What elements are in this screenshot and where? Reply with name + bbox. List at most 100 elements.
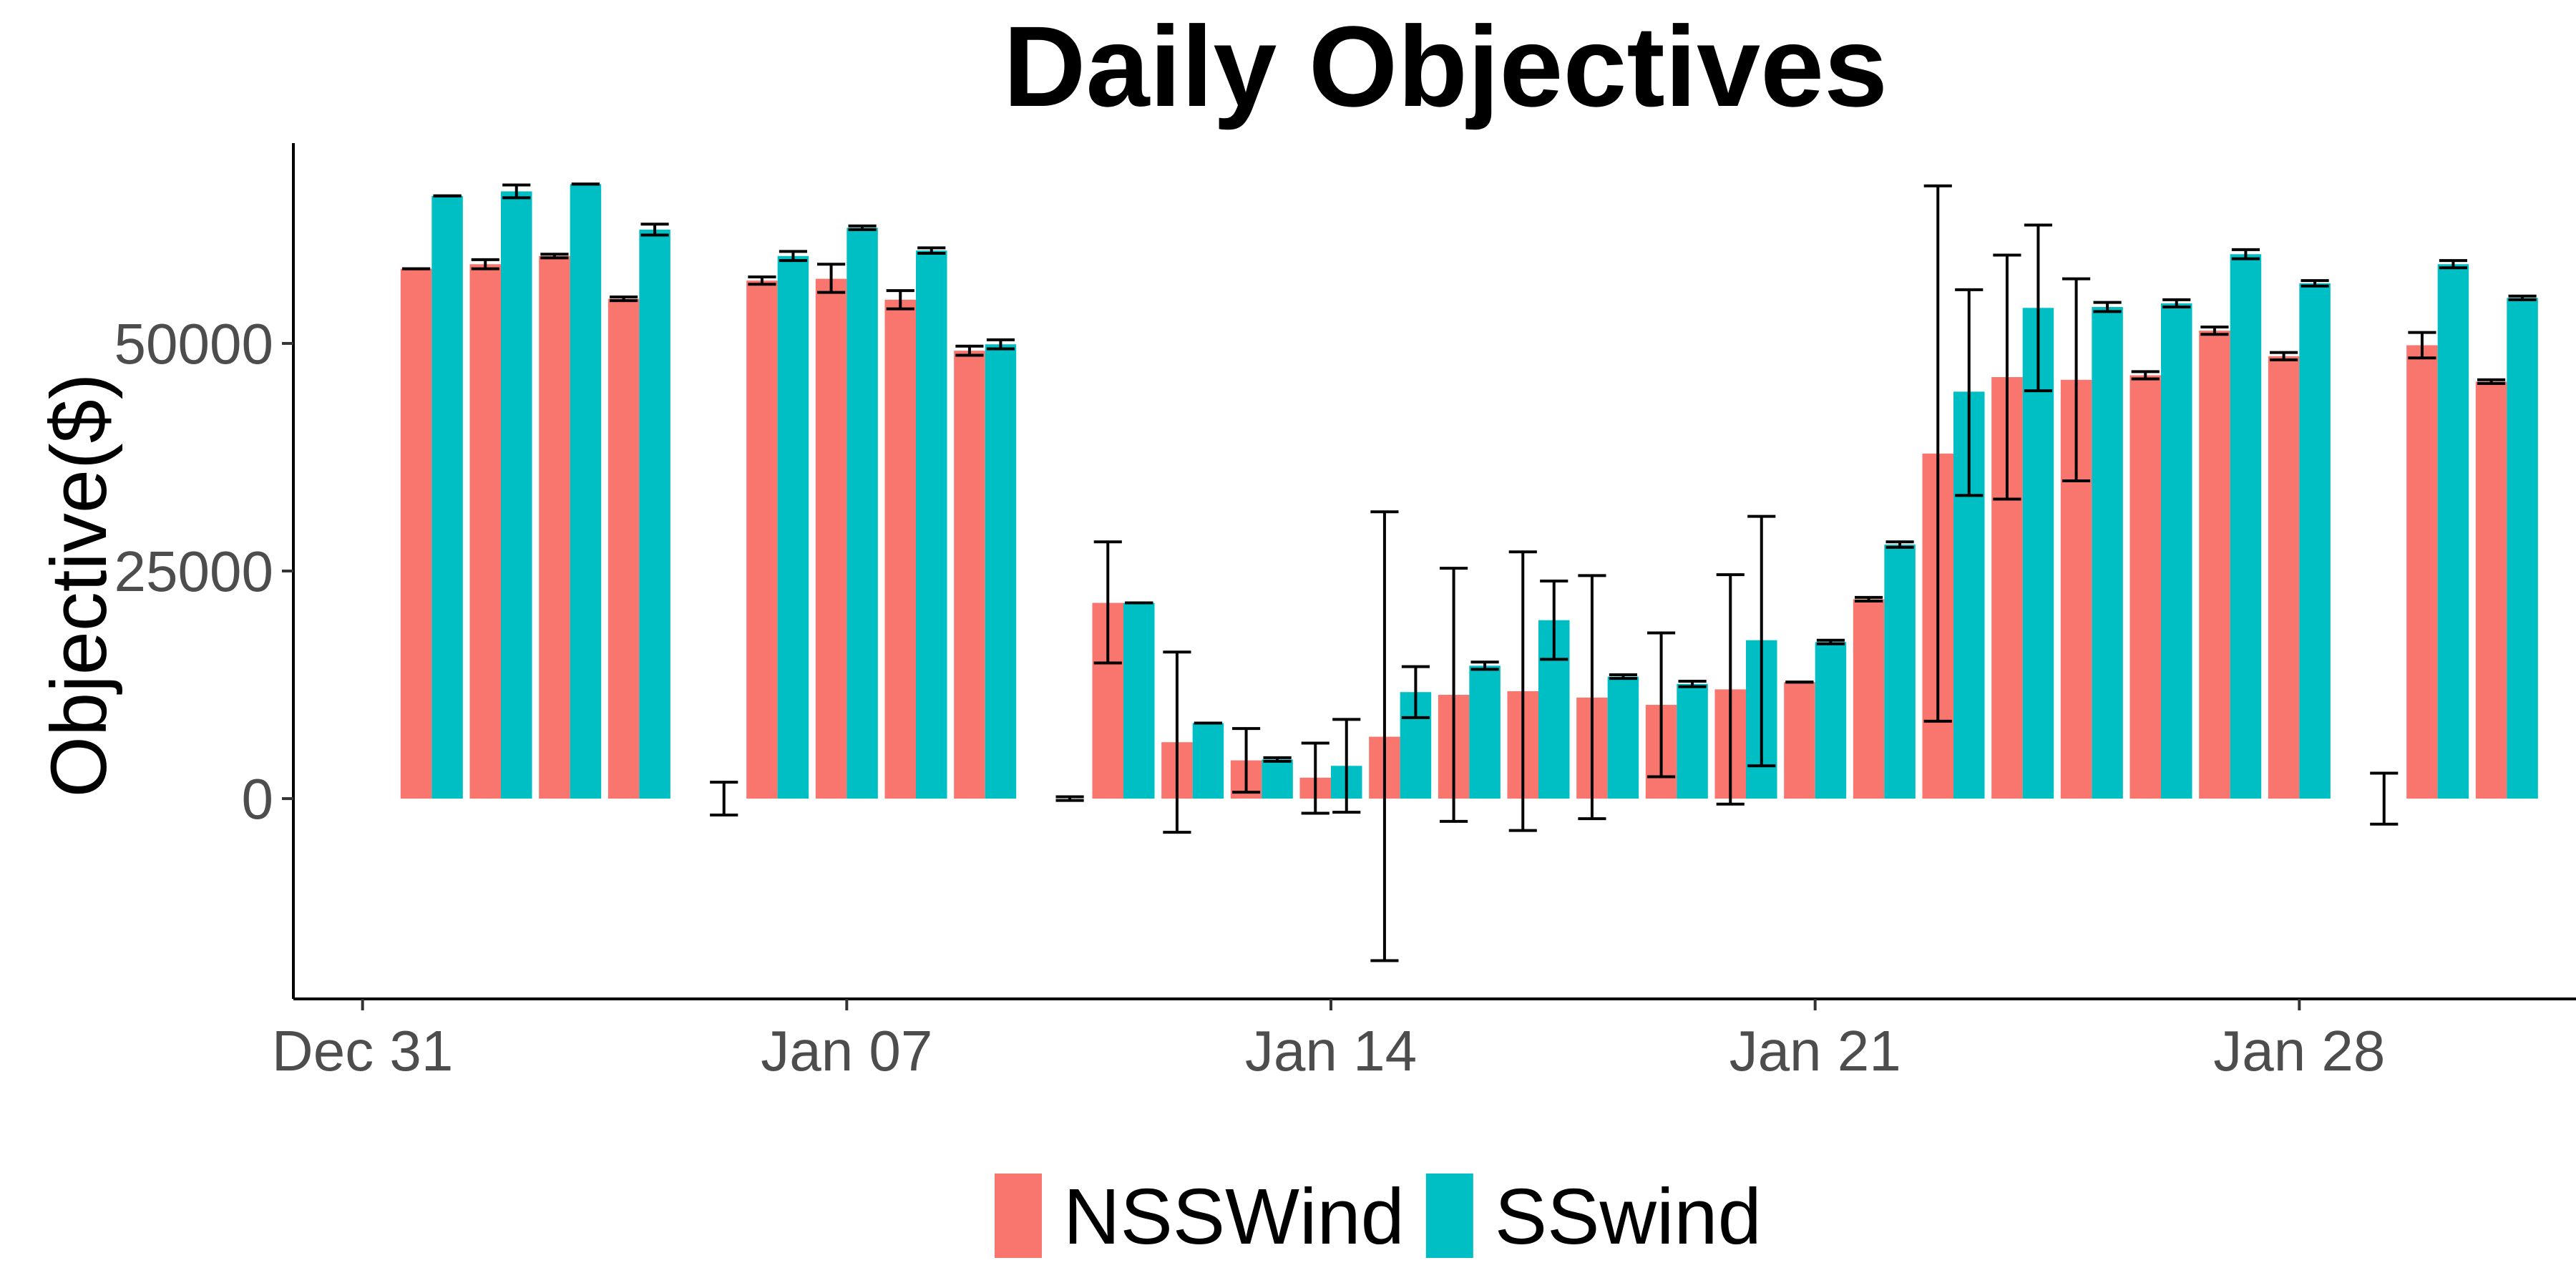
- error-bar-SSwind-2018-01-07: [848, 224, 877, 231]
- plot-area: [400, 182, 2538, 962]
- bar-SSwind-2018-01-25: [2092, 307, 2123, 799]
- bar-SSwind-2018-01-22: [1884, 545, 1916, 799]
- bar-NSSWind-2018-01-27: [2199, 331, 2230, 799]
- error-bar-SSwind-2018-01-06: [779, 250, 807, 263]
- bar-SSwind-2018-01-13: [1262, 759, 1293, 799]
- bar-SSwind-2018-01-08: [916, 250, 947, 799]
- error-bar-NSSWind-2018-01-12: [1163, 650, 1191, 834]
- bar-SSwind-2018-01-03: [570, 184, 602, 799]
- error-bar-NSSWind-2018-01-11: [1093, 540, 1122, 665]
- bar-NSSWind-2018-01-08: [884, 299, 916, 799]
- error-bar-SSwind-2018-01-24: [2024, 223, 2052, 393]
- error-bar-NSSWind-2018-01-17: [1508, 550, 1537, 832]
- error-bar-SSwind-2018-01-02: [502, 183, 531, 200]
- bar-NSSWind-2018-01-21: [1784, 682, 1815, 799]
- error-bar-SSwind-2018-01-16: [1470, 660, 1499, 671]
- error-bar-SSwind-2018-01-04: [640, 223, 669, 237]
- x-tick-label: Jan 28: [2213, 1019, 2385, 1083]
- error-bar-SSwind-2018-01-22: [1885, 540, 1914, 549]
- legend-key-SSwind: [1425, 1174, 1473, 1258]
- bar-SSwind-2018-01-18: [1607, 676, 1639, 799]
- error-bar-NSSWind-2018-01-04: [610, 296, 638, 303]
- error-bar-SSwind-2018-01-13: [1263, 756, 1292, 763]
- error-bar-SSwind-2018-01-14: [1332, 718, 1361, 814]
- error-bar-NSSWind-2018-01-24: [1993, 253, 2021, 501]
- bar-SSwind-2018-01-19: [1677, 683, 1708, 799]
- legend-key-NSSWind: [995, 1174, 1042, 1258]
- series-SSwind: [431, 182, 2538, 826]
- error-bar-NSSWind-2018-01-22: [1855, 595, 1883, 602]
- error-bar-NSSWind-2018-01-07: [817, 263, 846, 294]
- error-bar-NSSWind-2018-01-27: [2200, 326, 2229, 336]
- bar-SSwind-2018-01-30: [2437, 264, 2469, 799]
- bar-NSSWind-2018-01-30: [2406, 345, 2438, 799]
- bar-SSwind-2018-01-11: [1123, 602, 1155, 799]
- legend-label-SSwind: SSwind: [1495, 1173, 1762, 1261]
- error-bar-SSwind-2018-01-25: [2093, 301, 2122, 313]
- error-bar-NSSWind-2018-01-20: [1716, 573, 1745, 806]
- error-bar-SSwind-2018-01-23: [1955, 288, 1984, 497]
- error-bar-SSwind-2018-01-29: [2370, 771, 2399, 826]
- legend-label-NSSWind: NSSWind: [1063, 1173, 1405, 1261]
- error-bar-NSSWind-2018-01-02: [471, 258, 499, 270]
- error-bar-SSwind-2018-01-18: [1609, 673, 1637, 680]
- error-bar-SSwind-2018-01-26: [2162, 298, 2191, 309]
- error-bar-SSwind-2018-01-09: [986, 338, 1015, 351]
- x-tick-label: Jan 07: [761, 1019, 932, 1083]
- bar-SSwind-2018-01-12: [1192, 723, 1224, 799]
- bar-SSwind-2018-01-16: [1469, 665, 1501, 799]
- bar-NSSWind-2018-01-03: [539, 255, 570, 799]
- x-tick-label: Jan 14: [1245, 1019, 1417, 1083]
- error-bar-NSSWind-2018-01-25: [2062, 277, 2091, 483]
- error-bar-SSwind-2018-01-19: [1678, 679, 1707, 688]
- error-bar-SSwind-2018-01-30: [2439, 259, 2467, 270]
- bar-SSwind-2018-01-07: [847, 228, 878, 799]
- error-bar-SSwind-2018-01-08: [917, 246, 946, 255]
- error-bar-SSwind-2018-01-05: [710, 781, 738, 816]
- series-NSSWind: [400, 184, 2507, 962]
- chart-title: Daily Objectives: [1003, 2, 1888, 130]
- error-bar-NSSWind-2018-01-31: [2477, 378, 2506, 385]
- error-bar-NSSWind-2018-01-30: [2408, 331, 2436, 360]
- legend: NSSWind SSwind: [995, 1173, 1762, 1261]
- bar-SSwind-2018-01-28: [2299, 283, 2331, 799]
- error-bar-NSSWind-2018-01-06: [748, 275, 776, 286]
- y-tick-label: 25000: [114, 540, 273, 603]
- error-bar-NSSWind-2018-01-14: [1301, 741, 1330, 815]
- bar-SSwind-2018-01-21: [1815, 642, 1847, 799]
- error-bar-SSwind-2018-01-31: [2508, 294, 2537, 301]
- error-bar-NSSWind-2018-01-23: [1923, 184, 1952, 723]
- error-bar-NSSWind-2018-01-09: [955, 344, 984, 357]
- error-bar-SSwind-2018-01-17: [1540, 579, 1568, 661]
- bar-NSSWind-2018-01-04: [608, 298, 640, 799]
- axes: 0 25000 50000 Dec 31 Jan 07 Jan 14 Jan 21 Jan 2…: [114, 143, 2576, 1083]
- bar-NSSWind-2018-01-02: [469, 264, 501, 799]
- error-bar-SSwind-2018-01-15: [1401, 665, 1430, 719]
- error-bar-NSSWind-2018-01-15: [1370, 510, 1399, 962]
- y-axis-title: Objective($): [35, 374, 123, 798]
- error-bar-SSwind-2018-01-21: [1816, 638, 1845, 645]
- bar-SSwind-2018-01-02: [501, 191, 532, 799]
- bar-NSSWind-2018-01-28: [2268, 356, 2300, 799]
- error-bar-NSSWind-2018-01-08: [886, 289, 914, 311]
- error-bar-NSSWind-2018-01-13: [1232, 727, 1261, 794]
- error-bar-NSSWind-2018-01-18: [1578, 574, 1606, 821]
- bar-SSwind-2018-01-06: [777, 255, 809, 799]
- bar-SSwind-2018-01-26: [2161, 303, 2192, 799]
- error-bar-NSSWind-2018-01-19: [1647, 631, 1676, 779]
- bar-SSwind-2018-01-09: [985, 344, 1017, 799]
- bar-SSwind-2018-01-31: [2507, 298, 2538, 799]
- x-tick-label: Jan 21: [1729, 1019, 1901, 1083]
- error-bar-NSSWind-2018-01-03: [540, 253, 569, 260]
- error-bar-SSwind-2018-01-10: [1055, 795, 1084, 802]
- bar-SSwind-2018-01-27: [2230, 254, 2262, 799]
- bar-NSSWind-2018-01-22: [1853, 599, 1885, 799]
- error-bar-SSwind-2018-01-27: [2231, 248, 2260, 260]
- bar-SSwind-2018-01-04: [639, 229, 670, 799]
- bar-NSSWind-2018-01-31: [2475, 381, 2507, 799]
- x-tick-label: Dec 31: [272, 1019, 453, 1083]
- y-tick-label: 0: [242, 767, 274, 831]
- error-bar-NSSWind-2018-01-28: [2270, 351, 2298, 361]
- bar-SSwind-2018-01-01: [431, 195, 463, 799]
